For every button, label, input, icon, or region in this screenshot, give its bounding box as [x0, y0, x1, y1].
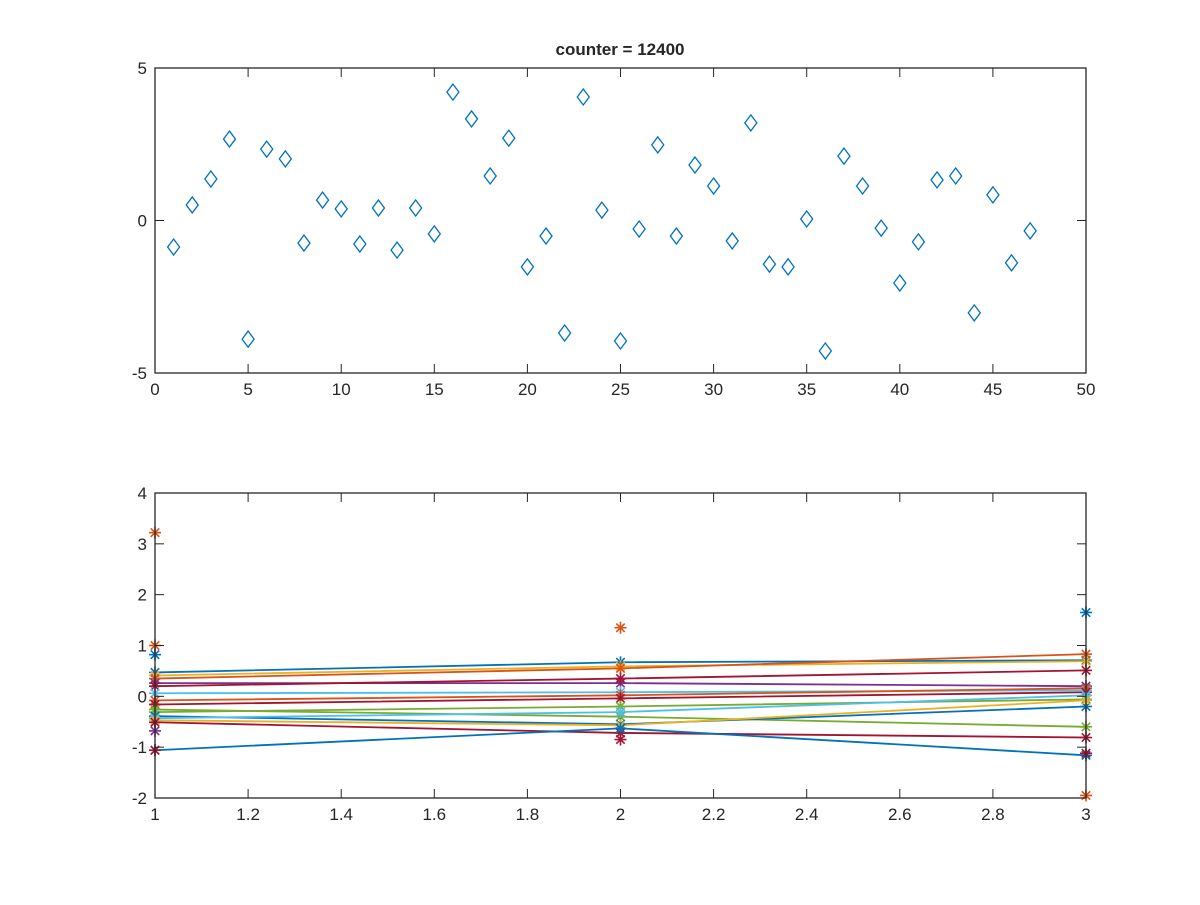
x-tick-label: 15 [425, 380, 444, 399]
x-tick-label: 25 [611, 380, 630, 399]
diamond-point [688, 155, 702, 175]
star-marker [614, 672, 627, 685]
y-tick-label: 2 [138, 586, 147, 605]
diamond-point [334, 199, 349, 218]
diamond-point [427, 224, 442, 244]
diamond-point [725, 231, 740, 251]
x-tick-label: 30 [704, 380, 723, 399]
x-tick-label: 0 [150, 380, 159, 399]
x-tick-label: 10 [332, 380, 351, 399]
diamond-point [799, 209, 814, 229]
diamond-point [446, 83, 460, 102]
x-tick-label: 40 [890, 380, 909, 399]
x-tick-label: 1.2 [236, 805, 260, 824]
star-stroke [615, 707, 626, 717]
diamond-point [855, 176, 870, 196]
diamond-point [892, 273, 907, 293]
diamond-point [706, 176, 721, 196]
x-tick-label: 1.8 [516, 805, 540, 824]
star-stroke [615, 723, 626, 734]
y-tick-label: 5 [138, 59, 147, 78]
diamond-point [874, 219, 888, 238]
x-tick-label: 50 [1077, 380, 1096, 399]
diamond-point [781, 257, 795, 276]
star-stroke [615, 622, 626, 633]
diamond-point [762, 255, 777, 274]
diamond-point [576, 87, 591, 107]
diamond-point [166, 237, 181, 257]
y-tick-label: 1 [138, 637, 147, 656]
diamond-point [483, 166, 497, 186]
diamond-point [632, 219, 646, 239]
diamond-point [595, 201, 609, 220]
diamond-point [948, 166, 963, 186]
x-tick-label: 2.2 [702, 805, 726, 824]
diamond-point [744, 113, 758, 132]
diamond-point [259, 140, 274, 159]
y-tick-label: -5 [132, 364, 147, 383]
diamond-point [650, 135, 665, 154]
y-tick-label: 0 [138, 687, 147, 706]
top-axes: 0 5 10 15 20 25 30 35 40 45 50-505 [132, 59, 1096, 399]
diamond-point [539, 226, 553, 246]
star-marker [614, 621, 627, 634]
diamond-point [1023, 221, 1037, 240]
x-tick-label: 35 [797, 380, 816, 399]
star-marker [614, 722, 627, 735]
y-tick-label: -1 [132, 738, 147, 757]
diamond-point [557, 323, 572, 343]
x-tick-label: 1 [150, 805, 159, 824]
diamond-point [222, 129, 237, 149]
star-marker [614, 662, 627, 675]
diamond-point [241, 330, 255, 349]
x-tick-label: 2.8 [981, 805, 1005, 824]
diamond-point [501, 129, 516, 148]
diamond-point [371, 198, 386, 218]
diamond-point [353, 234, 367, 254]
diamond-point [315, 190, 330, 210]
plot-area [155, 68, 1086, 373]
x-tick-label: 45 [983, 380, 1002, 399]
plot-area [155, 493, 1086, 798]
diamond-point [967, 303, 982, 322]
y-tick-label: -2 [132, 789, 147, 808]
diamond-point [464, 109, 479, 129]
x-tick-label: 2.6 [888, 805, 912, 824]
star-marker [614, 733, 627, 746]
diamond-point [818, 341, 833, 361]
diamond-point [390, 241, 404, 260]
x-tick-label: 3 [1081, 805, 1090, 824]
bottom-axes: 1 1.2 1.4 1.6 1.8 2 2.2 2.4 2.6 2.8 3 -2 -1 0 1 2 3 4 [132, 484, 1092, 824]
star-stroke [615, 734, 626, 745]
x-tick-label: 2 [616, 805, 625, 824]
x-tick-label: 2.4 [795, 805, 819, 824]
diamond-point [930, 170, 944, 190]
x-tick-label: 1.4 [329, 805, 353, 824]
diamond-point [613, 331, 628, 351]
x-tick-label: 1.6 [422, 805, 446, 824]
diamond-point [408, 198, 423, 218]
chart-title: counter = 12400 [556, 40, 685, 59]
star-stroke [615, 663, 626, 674]
x-tick-label: 5 [243, 380, 252, 399]
diamond-point [185, 195, 200, 215]
x-tick-label: 20 [518, 380, 537, 399]
diamond-point [986, 185, 1000, 204]
y-tick-label: 4 [138, 484, 147, 503]
star-stroke [615, 693, 626, 704]
diamond-point [520, 257, 535, 276]
diamond-point [278, 149, 293, 168]
diamond-point [204, 169, 218, 189]
star-marker [614, 706, 627, 719]
diamond-point [297, 233, 311, 253]
diamond-point [669, 226, 684, 246]
star-stroke [615, 673, 626, 684]
diamond-point [911, 232, 926, 251]
diamond-point [1004, 253, 1019, 272]
y-tick-label: 0 [138, 212, 147, 231]
y-tick-label: 3 [138, 535, 147, 554]
diamond-point [837, 147, 851, 166]
